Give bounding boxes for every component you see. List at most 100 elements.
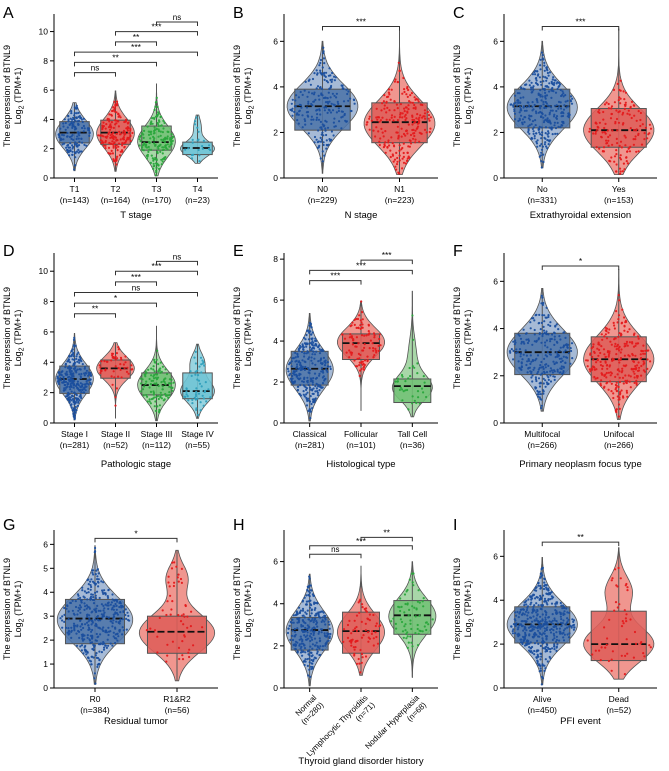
y-tick-label: 6 — [273, 36, 278, 46]
x-axis-title: T stage — [120, 210, 152, 221]
y-tick-label: 4 — [43, 587, 48, 597]
x-tick-count: (n=36) — [400, 440, 425, 450]
scatter-points — [57, 104, 91, 171]
y-tick-label: 4 — [493, 82, 498, 92]
significance-label: ** — [92, 304, 99, 314]
significance-label: *** — [356, 260, 367, 270]
significance-bracket: ** — [74, 52, 157, 67]
x-tick-count: (n=55) — [185, 440, 210, 450]
y-tick-label: 3 — [43, 611, 48, 621]
box — [590, 610, 647, 662]
y-axis-title-line2: Log2 (TPM+1) — [463, 310, 476, 367]
significance-label: ns — [331, 545, 339, 554]
x-tick-count: (n=164) — [101, 195, 131, 205]
y-tick-label: 6 — [43, 85, 48, 95]
x-tick-count: (n=223) — [385, 195, 415, 205]
y-axis-title-line1: The expression of BTNL9 — [2, 558, 12, 660]
panel-C: C 0 2 4 6 The expression of BTNL9 Log2 (TPM+1)… — [450, 0, 669, 240]
y-axis-title-line1: The expression of BTNL9 — [2, 45, 12, 147]
significance-bracket: * — [94, 528, 178, 543]
panel-A-chart: A 0 2 4 6 8 10 The expression of BTNL9 Log2 (TPM… — [2, 5, 218, 221]
scatter-points — [508, 294, 574, 410]
y-tick-label: 0 — [43, 683, 48, 693]
x-axis-title: Thyroid gland disorder history — [298, 756, 423, 767]
y-tick-label: 4 — [273, 599, 278, 609]
y-tick-label: 4 — [43, 114, 48, 124]
y-tick-label: 6 — [43, 539, 48, 549]
box — [342, 611, 380, 654]
y-tick-label: 10 — [39, 266, 49, 276]
x-tick-count: (n=281) — [60, 440, 90, 450]
significance-bracket: *** — [309, 260, 413, 275]
scatter-points — [588, 79, 653, 175]
scatter-points — [145, 561, 204, 663]
y-tick-label: 6 — [493, 36, 498, 46]
significance-label: *** — [330, 271, 341, 281]
y-axis-title-line1: The expression of BTNL9 — [232, 45, 242, 147]
y-tick-label: 8 — [43, 297, 48, 307]
significance-label: * — [579, 256, 583, 266]
x-tick-label: Stage II — [101, 429, 130, 439]
significance-bracket: ns — [309, 545, 362, 559]
x-tick-label: Stage III — [141, 429, 173, 439]
y-axis-title-line2: Log2 (TPM+1) — [243, 68, 256, 125]
scatter-points — [341, 300, 382, 377]
scatter-points — [59, 546, 131, 685]
significance-label: ns — [173, 252, 181, 261]
y-tick-label: 8 — [43, 56, 48, 66]
x-tick-count: (n=384) — [80, 705, 110, 715]
panel-label: G — [3, 517, 15, 534]
y-axis-title-line1: The expression of BTNL9 — [232, 558, 242, 660]
scatter-points — [138, 96, 175, 177]
x-tick-count: (n=266) — [527, 440, 557, 450]
y-axis-title-line1: The expression of BTNL9 — [2, 287, 12, 389]
y-axis-title-line1: The expression of BTNL9 — [452, 45, 462, 147]
box — [590, 108, 647, 148]
y-axis-title-line2: Log2 (TPM+1) — [13, 581, 26, 638]
y-tick-label: 0 — [493, 418, 498, 428]
x-tick-count: (n=229) — [308, 195, 338, 205]
x-tick-count: (n=266) — [604, 440, 634, 450]
y-tick-label: 2 — [273, 377, 278, 387]
x-tick-count: (n=52) — [606, 705, 631, 715]
panel-label: I — [453, 517, 457, 534]
panel-D-chart: D 0 2 4 6 8 10 The expression of BTNL9 Log2 (TPM… — [2, 243, 218, 470]
x-tick-label: Follicular — [344, 429, 378, 439]
scatter-points — [56, 336, 93, 420]
significance-bracket: *** — [115, 261, 198, 276]
scatter-points — [585, 294, 652, 418]
scatter-points — [509, 51, 574, 169]
panel-G: G 0 1 2 3 4 5 6 The expression of BTNL9 Log2 (TPM… — [0, 500, 230, 771]
x-tick-label: T3 — [152, 184, 162, 194]
x-tick-label: Normal(n=280) — [292, 693, 325, 726]
significance-label: * — [134, 528, 138, 538]
y-tick-label: 2 — [493, 639, 498, 649]
x-tick-label: Alive — [533, 694, 552, 704]
significance-bracket: ns — [74, 283, 198, 297]
x-tick-count: (n=281) — [295, 440, 325, 450]
panel-E-chart: E 0 2 4 6 8 The expression of BTNL9 Log2 (TPM+1… — [232, 243, 438, 470]
x-axis-title: Histological type — [326, 459, 395, 470]
panel-E: E 0 2 4 6 8 The expression of BTNL9 Log2 (TPM+1… — [230, 240, 450, 500]
significance-bracket: *** — [322, 17, 400, 31]
y-tick-label: 6 — [493, 551, 498, 561]
y-axis-title-line1: The expression of BTNL9 — [232, 287, 242, 389]
x-axis-title: N stage — [345, 210, 378, 221]
significance-bracket: ns — [156, 13, 198, 27]
y-tick-label: 5 — [43, 563, 48, 573]
y-tick-label: 6 — [43, 327, 48, 337]
x-tick-label: Unifocal — [603, 429, 634, 439]
y-tick-label: 2 — [493, 371, 498, 381]
y-tick-label: 0 — [273, 418, 278, 428]
panel-F: F 0 2 4 6 The expression of BTNL9 Log2 (TPM+1)… — [450, 240, 669, 500]
y-tick-label: 2 — [273, 127, 278, 137]
scatter-points — [139, 349, 175, 414]
significance-label: ** — [577, 532, 584, 542]
x-tick-label: Classical — [293, 429, 327, 439]
x-tick-label: N1 — [394, 184, 405, 194]
y-axis-title-line1: The expression of BTNL9 — [452, 287, 462, 389]
significance-bracket: * — [74, 293, 157, 308]
scatter-points — [510, 566, 576, 686]
panel-label: F — [453, 243, 463, 260]
significance-bracket: * — [541, 256, 620, 270]
